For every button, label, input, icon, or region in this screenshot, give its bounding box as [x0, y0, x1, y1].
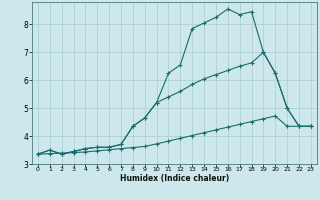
X-axis label: Humidex (Indice chaleur): Humidex (Indice chaleur) [120, 174, 229, 183]
